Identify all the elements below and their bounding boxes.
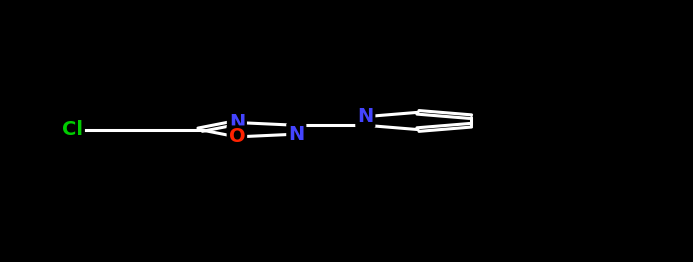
Text: N: N xyxy=(229,113,245,132)
Text: N: N xyxy=(288,125,304,144)
Text: Cl: Cl xyxy=(62,120,83,139)
Text: N: N xyxy=(357,107,374,126)
Text: O: O xyxy=(229,127,245,146)
